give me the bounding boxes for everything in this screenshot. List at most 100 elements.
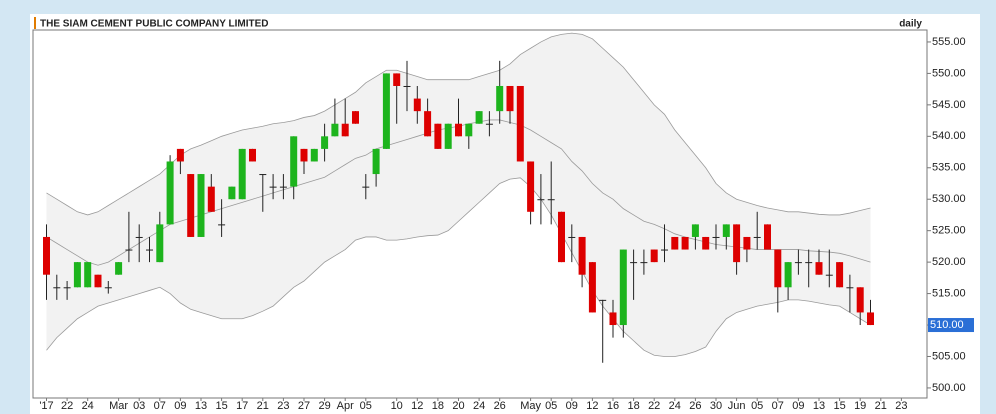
candle-body <box>856 287 864 313</box>
x-tick-label: 24 <box>669 400 681 412</box>
x-tick-label: 13 <box>195 400 207 412</box>
candle-body <box>609 312 617 326</box>
candle-body <box>743 236 751 250</box>
candle-body <box>516 85 524 162</box>
interval: daily <box>899 19 922 30</box>
candle-body <box>650 249 658 263</box>
x-tick-label: 09 <box>174 400 186 412</box>
y-tick-label: 545.00 <box>932 99 966 111</box>
candle-body <box>599 299 607 301</box>
x-tick-label: 10 <box>391 400 403 412</box>
candle-body <box>496 85 504 112</box>
candle-body <box>722 224 730 237</box>
y-tick-label: 540.00 <box>932 130 966 142</box>
candle-body <box>321 136 329 149</box>
candle-body <box>115 262 123 275</box>
candle-body <box>393 73 401 86</box>
candle-body <box>558 211 565 263</box>
candle-body <box>619 249 627 326</box>
candle-body <box>310 148 318 162</box>
x-tick-label: 15 <box>833 400 845 412</box>
candle-body <box>825 274 833 276</box>
x-tick-label: 13 <box>813 400 825 412</box>
x-tick-label: 03 <box>133 400 145 412</box>
candle-body <box>94 274 102 288</box>
candle-body <box>506 85 514 112</box>
x-tick-label: 24 <box>473 400 485 412</box>
candle-body <box>84 262 92 288</box>
candle-body <box>73 262 81 288</box>
y-tick-label: 515.00 <box>932 287 966 299</box>
candle-body <box>434 123 442 149</box>
x-tick-label: 18 <box>432 400 444 412</box>
candle-body <box>341 123 349 137</box>
candle-body <box>372 148 380 175</box>
candle-body <box>691 224 699 237</box>
x-tick-label: '17 <box>39 400 53 412</box>
candle-body <box>784 262 792 288</box>
x-tick-label: 05 <box>545 400 557 412</box>
candle-body <box>836 262 844 288</box>
candle-body <box>444 123 452 149</box>
candle-body <box>578 236 586 275</box>
candle-body <box>794 262 802 264</box>
x-tick-label: 22 <box>61 400 73 412</box>
candle-body <box>661 249 668 251</box>
candle-body <box>43 236 50 275</box>
candle-body <box>290 136 298 187</box>
candle-body <box>537 199 545 201</box>
candle-body <box>846 287 854 289</box>
candle-body <box>681 236 689 250</box>
accent <box>34 17 36 29</box>
candle-body <box>63 287 71 289</box>
x-tick-label: Mar <box>109 400 128 412</box>
y-tick-label: 550.00 <box>932 67 966 79</box>
candle-body <box>805 262 813 264</box>
x-tick-label: 12 <box>586 400 598 412</box>
band-area <box>46 33 871 357</box>
candle-body <box>588 262 596 313</box>
y-tick-label: 555.00 <box>932 36 966 48</box>
candle-body <box>300 148 308 162</box>
x-tick-label: 27 <box>298 400 310 412</box>
x-tick-label: 20 <box>452 400 464 412</box>
candle-body <box>259 174 267 176</box>
y-tick-label: 520.00 <box>932 256 966 268</box>
y-tick-label: 500.00 <box>932 382 966 394</box>
candle-body <box>630 262 638 264</box>
candle-body <box>753 236 761 238</box>
x-tick-label: 09 <box>792 400 804 412</box>
candle-body <box>238 148 246 200</box>
candle-body <box>764 224 771 250</box>
x-tick-label: 07 <box>772 400 784 412</box>
x-tick-label: 22 <box>648 400 660 412</box>
x-tick-label: 18 <box>627 400 639 412</box>
candle-body <box>815 262 823 275</box>
x-tick-label: Apr <box>337 400 354 412</box>
candle-body <box>640 262 648 264</box>
y-tick-label: 525.00 <box>932 225 966 237</box>
candle-body <box>382 73 390 149</box>
candle-body <box>218 224 226 226</box>
candle-body <box>424 111 432 137</box>
x-tick-label: 29 <box>318 400 330 412</box>
x-tick-label: 21 <box>875 400 887 412</box>
x-tick-label: 26 <box>494 400 506 412</box>
last-price-box <box>928 318 974 333</box>
x-tick-label: 16 <box>607 400 619 412</box>
x-tick-label: 24 <box>82 400 94 412</box>
candle-body <box>156 224 164 263</box>
x-tick-label: 07 <box>154 400 166 412</box>
last-price-label: 510.00 <box>930 319 964 331</box>
candle-body <box>104 287 112 289</box>
y-tick-label: 535.00 <box>932 162 966 174</box>
candle-body <box>547 199 555 201</box>
candle-body <box>455 123 462 137</box>
x-tick-label: 05 <box>751 400 763 412</box>
y-tick-label: 505.00 <box>932 350 966 362</box>
x-tick-label: 15 <box>215 400 227 412</box>
candle-body <box>413 98 421 112</box>
x-tick-label: 09 <box>566 400 578 412</box>
candle-body <box>279 186 287 188</box>
